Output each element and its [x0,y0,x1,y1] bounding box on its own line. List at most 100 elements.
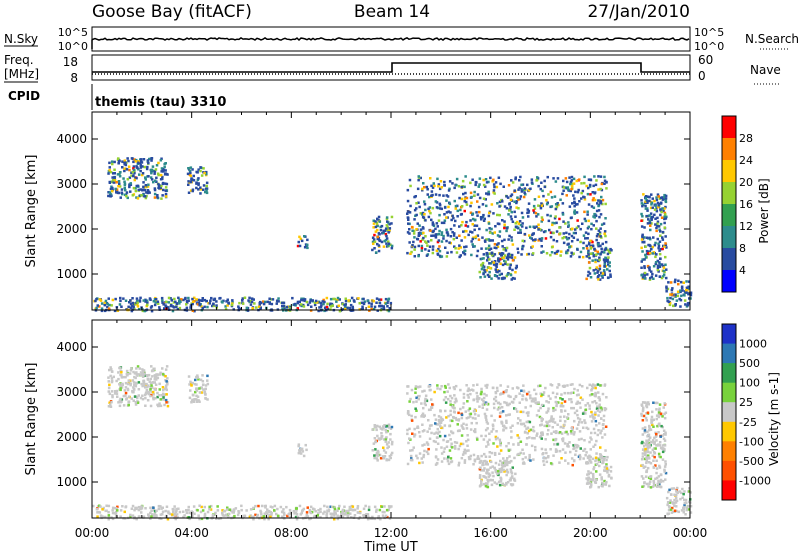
colorbar-tick-label: -100 [739,435,764,448]
range-time-cell [658,444,662,447]
range-time-cell [606,455,609,459]
range-time-cell [249,303,253,306]
range-time-cell [681,487,684,491]
range-time-cell [346,306,349,310]
range-time-cell [558,449,562,453]
range-time-cell [571,202,574,205]
range-time-cell [653,452,657,455]
range-time-cell [594,268,598,271]
range-time-cell [305,300,309,304]
range-time-cell [483,401,486,404]
range-time-cell [167,296,171,300]
range-time-cell [670,511,674,514]
range-time-cell [507,442,510,445]
range-time-cell [583,181,586,185]
range-time-cell [348,508,352,511]
range-time-cell [648,475,652,479]
range-time-cell [132,168,136,172]
range-time-cell [122,375,125,379]
range-time-cell [153,516,157,519]
range-time-cell [642,484,646,488]
range-time-cell [267,517,270,521]
range-time-cell [197,301,201,304]
range-time-cell [534,445,537,449]
range-time-cell [373,425,377,429]
range-time-cell [188,169,192,173]
range-time-cell [551,223,554,227]
range-time-cell [590,420,594,423]
range-time-cell [595,266,598,269]
range-time-cell [562,232,565,235]
range-time-cell [595,463,599,466]
range-time-cell [382,305,385,308]
range-time-cell [406,428,409,432]
range-time-cell [436,384,439,387]
range-time-cell [105,509,108,512]
range-time-cell [416,385,420,389]
range-time-cell [485,402,488,406]
range-time-cell [282,301,286,305]
range-time-cell [162,373,165,376]
range-time-cell [319,516,322,519]
range-time-cell [389,432,392,436]
range-time-cell [123,183,127,187]
range-time-cell [569,398,573,401]
range-time-cell [314,299,318,303]
range-time-cell [540,437,543,440]
range-time-cell [122,177,125,180]
range-time-cell [580,182,583,185]
range-time-cell [485,460,489,464]
range-time-cell [491,478,494,482]
range-time-cell [507,413,510,417]
range-time-cell [182,510,185,513]
range-time-cell [678,297,681,301]
range-time-cell [150,509,153,512]
range-time-cell [122,394,126,398]
range-time-cell [201,297,204,300]
range-time-cell [640,475,644,478]
range-time-cell [599,175,603,178]
range-time-cell [505,246,509,250]
range-time-cell [480,257,484,260]
range-time-cell [146,377,150,381]
range-time-cell [414,407,417,410]
range-time-cell [561,438,564,441]
range-time-cell [350,296,354,300]
range-time-cell [430,234,433,237]
range-time-cell [532,204,536,208]
range-time-cell [494,435,498,439]
velocity-colorbar-label: Velocity [m s-1] [767,372,781,466]
range-time-cell [667,300,671,303]
range-time-cell [197,514,200,517]
range-time-cell [414,385,418,388]
range-time-cell [126,372,130,376]
range-time-cell [237,510,240,513]
range-time-cell [581,385,584,388]
range-time-cell [517,188,520,191]
range-time-cell [138,367,141,370]
range-time-cell [347,299,350,302]
range-time-cell [535,414,539,417]
range-time-cell [443,180,446,184]
range-time-cell [159,513,163,516]
range-time-cell [555,230,559,233]
range-time-cell [259,516,263,519]
power-colorbar-label: Power [dB] [757,178,771,243]
range-time-cell [587,186,590,190]
range-time-cell [652,236,655,239]
range-time-cell [569,450,572,454]
range-time-cell [664,194,668,198]
x-tick-label: 04:00 [174,526,209,540]
range-time-cell [202,167,205,170]
range-time-cell [426,443,430,446]
range-time-cell [592,445,595,448]
range-time-cell [657,475,661,478]
range-time-cell [503,238,506,242]
range-time-cell [687,292,690,295]
range-time-cell [509,468,513,471]
range-time-cell [542,250,545,253]
range-time-cell [595,238,598,242]
range-time-cell [604,465,608,468]
range-time-cell [509,253,512,257]
range-time-cell [593,216,596,219]
